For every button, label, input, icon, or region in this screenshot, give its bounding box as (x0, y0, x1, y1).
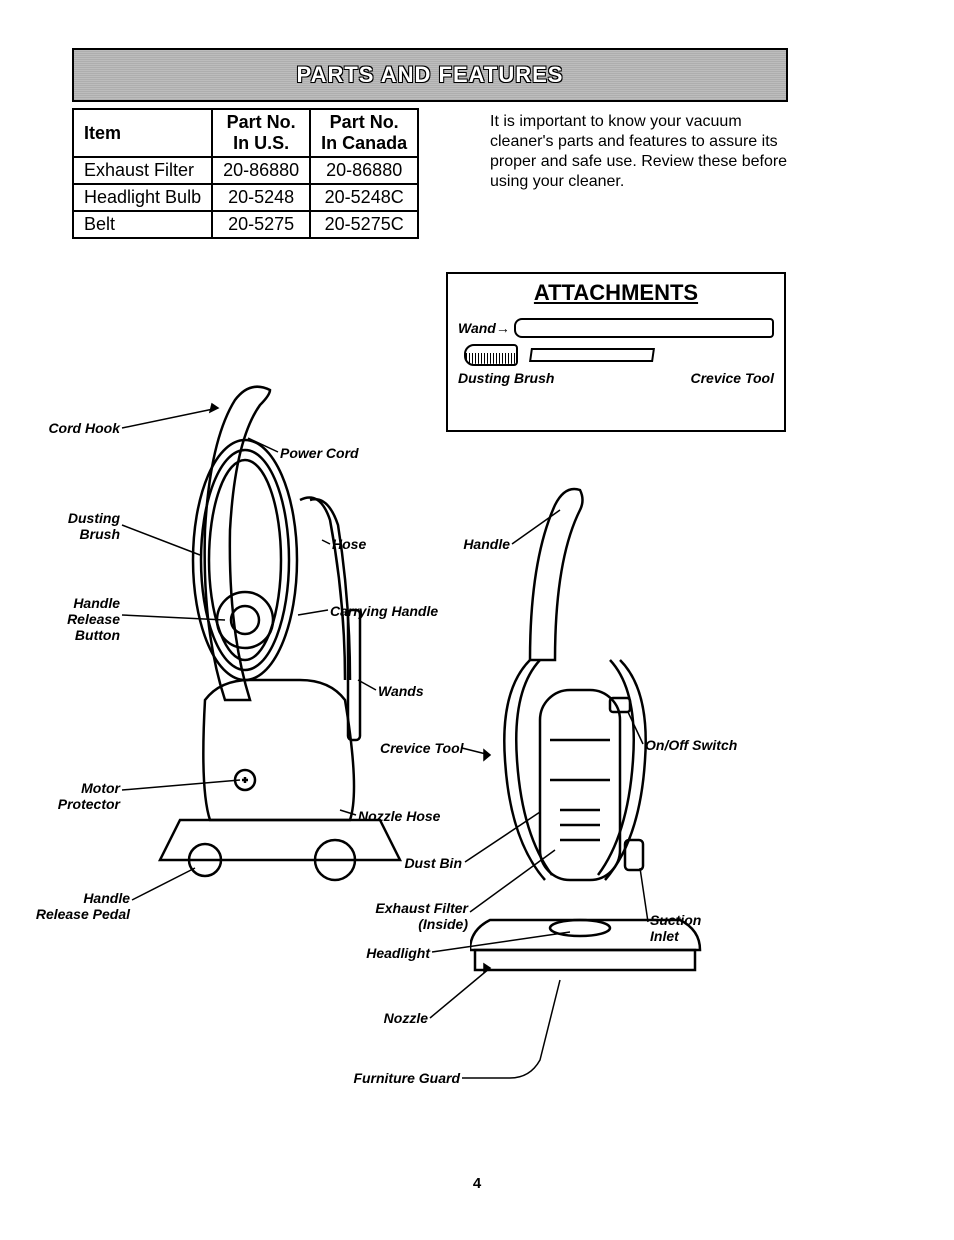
vacuum-rear-illustration (150, 380, 410, 940)
dusting-brush-icon (464, 344, 518, 366)
attachments-panel: ATTACHMENTS Wand → Dusting Brush Crevice… (446, 272, 786, 432)
parts-table: Item Part No. In U.S. Part No. In Canada… (72, 108, 419, 239)
vacuum-front-illustration (470, 480, 730, 1040)
crevice-tool-icon (529, 348, 655, 362)
col-item: Item (73, 109, 212, 157)
callout-nozzle-hose: Nozzle Hose (358, 808, 440, 824)
cell: 20-5248C (310, 184, 418, 211)
callout-cord-hook: Cord Hook (40, 420, 120, 436)
callout-onoff: On/Off Switch (645, 737, 737, 753)
col-ca: Part No. In Canada (310, 109, 418, 157)
cell: 20-86880 (212, 157, 310, 184)
intro-paragraph: It is important to know your vacuum clea… (490, 112, 790, 192)
cell: 20-5275 (212, 211, 310, 238)
page-number: 4 (0, 1175, 954, 1192)
callout-dusting-brush: Dusting Brush (40, 510, 120, 542)
callout-motor-protector: Motor Protector (40, 780, 120, 812)
table-row: Exhaust Filter 20-86880 20-86880 (73, 157, 418, 184)
cell: 20-5248 (212, 184, 310, 211)
callout-exhaust-filter: Exhaust Filter (Inside) (358, 900, 468, 932)
callout-hose: Hose (332, 536, 366, 552)
banner-title: PARTS AND FEATURES (297, 62, 564, 88)
brush-crevice-labels: Dusting Brush Crevice Tool (458, 370, 774, 386)
section-banner: PARTS AND FEATURES (72, 48, 788, 102)
dusting-brush-group (458, 344, 654, 366)
callout-dust-bin: Dust Bin (392, 855, 462, 871)
table-row: Headlight Bulb 20-5248 20-5248C (73, 184, 418, 211)
wand-row: Wand → (458, 318, 774, 338)
wand-icon (514, 318, 774, 338)
arrow-icon: → (496, 320, 510, 336)
callout-headlight: Headlight (350, 945, 430, 961)
callout-carrying-handle: Carrying Handle (330, 603, 438, 619)
callout-handle: Handle (450, 536, 510, 552)
cell: 20-86880 (310, 157, 418, 184)
wand-label: Wand (458, 320, 496, 336)
col-us: Part No. In U.S. (212, 109, 310, 157)
dusting-brush-label: Dusting Brush (458, 370, 554, 386)
callout-nozzle: Nozzle (358, 1010, 428, 1026)
cell: Belt (73, 211, 212, 238)
callout-handle-release-pedal: Handle Release Pedal (20, 890, 130, 922)
table-header-row: Item Part No. In U.S. Part No. In Canada (73, 109, 418, 157)
brush-crevice-row (458, 344, 774, 366)
table-row: Belt 20-5275 20-5275C (73, 211, 418, 238)
callout-handle-release-button: Handle Release Button (40, 595, 120, 643)
manual-page: PARTS AND FEATURES Item Part No. In U.S.… (0, 0, 954, 1240)
callout-crevice-tool: Crevice Tool (380, 740, 464, 756)
cell: Exhaust Filter (73, 157, 212, 184)
callout-suction-inlet: Suction Inlet (650, 912, 701, 944)
cell: Headlight Bulb (73, 184, 212, 211)
callout-power-cord: Power Cord (280, 445, 359, 461)
attachments-title: ATTACHMENTS (458, 280, 774, 306)
callout-wands: Wands (378, 683, 424, 699)
cell: 20-5275C (310, 211, 418, 238)
callout-furniture-guard: Furniture Guard (340, 1070, 460, 1086)
crevice-tool-label: Crevice Tool (690, 370, 774, 386)
